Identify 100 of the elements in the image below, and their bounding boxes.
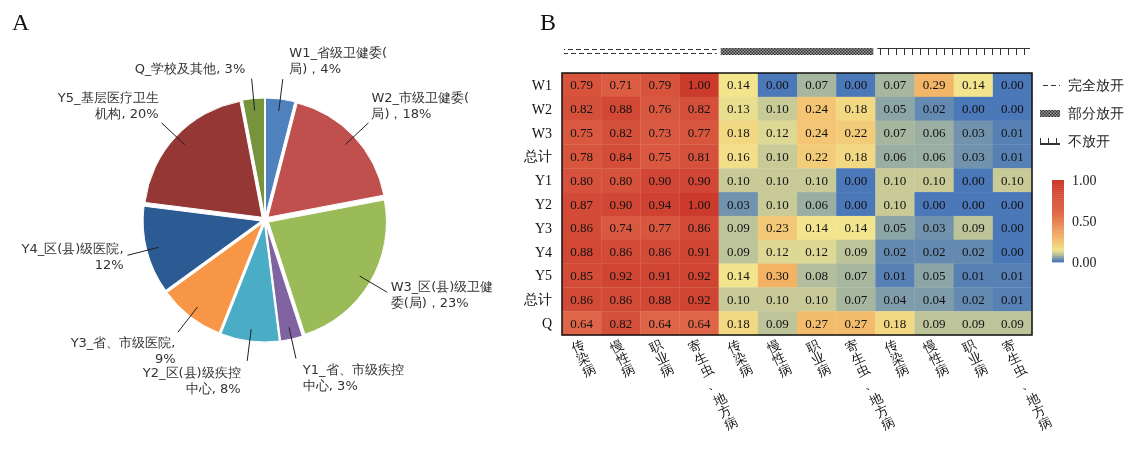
data-label: 0.12 [766,125,789,141]
data-label: 0.84 [609,148,633,164]
color-bar-label: 0.00 [1072,255,1097,270]
data-label: 0.01 [883,267,907,283]
data-label: 0.12 [805,244,828,260]
slice-label: Y4_区(县)级医院, 12% [20,241,124,273]
data-label: 0.02 [883,244,907,260]
data-label: 0.86 [687,220,711,236]
data-label: 0.01 [1001,125,1024,141]
data-label: 0.14 [961,77,986,93]
slice-label: W3_区(县)级卫健委(局)，23% [390,279,494,311]
data-label: 0.91 [648,267,672,283]
data-label: 0.64 [687,315,711,331]
data-label: 0.10 [726,291,750,307]
data-label: 0.88 [570,244,593,260]
data-label: 0.04 [883,291,907,307]
y-tick-label: W2 [531,101,552,117]
data-label: 0.06 [883,148,907,164]
data-label: 0.09 [1001,315,1024,331]
y-tick-label: Y4 [534,244,552,260]
data-label: 0.88 [648,291,672,307]
data-label: 0.09 [726,220,750,236]
data-label: 0.09 [844,244,868,260]
data-label: 0.86 [648,244,672,260]
data-label: 0.09 [726,244,750,260]
data-label: 0.77 [648,220,672,236]
data-label: 0.30 [766,267,789,283]
data-label: 0.10 [805,172,828,188]
data-label: 0.74 [609,220,633,236]
data-label: 0.27 [844,315,868,331]
data-label: 0.00 [961,196,985,212]
data-label: 0.06 [805,196,829,212]
data-label: 0.81 [687,148,711,164]
data-label: 0.18 [844,148,868,164]
x-tick-label: 传染病 [568,336,599,381]
data-label: 0.86 [609,291,633,307]
data-label: 0.86 [570,220,594,236]
data-label: 0.29 [922,77,946,93]
slice-label: Q_学校及其他, 3% [134,60,246,76]
data-label: 0.79 [648,77,672,93]
data-label: 0.14 [726,267,751,283]
data-label: 0.73 [648,125,672,141]
data-label: 0.10 [1001,172,1024,188]
data-label: 0.01 [1001,148,1024,164]
data-label: 0.04 [922,291,946,307]
data-label: 0.03 [961,125,985,141]
data-label: 0.01 [961,267,985,283]
data-label: 0.08 [805,267,828,283]
data-label: 0.94 [648,196,672,212]
y-tick-label: Q [541,316,552,332]
data-label: 0.14 [844,220,868,236]
y-tick-label: Y5 [534,268,552,284]
slice-label: W1_省级卫健委(局)，4% [289,45,387,77]
slice-label: Y3_省、市级医院, 9% [69,335,176,367]
data-label: 0.00 [1001,244,1024,260]
data-label: 0.88 [609,101,633,117]
x-tick-label: 传染病 [882,336,912,381]
data-label: 0.75 [648,148,672,164]
data-label: 0.80 [570,172,593,188]
data-label: 0.07 [883,77,907,93]
data-label: 0.13 [726,101,750,117]
data-label: 0.03 [922,220,946,236]
chart-title: A [12,9,30,35]
data-label: 0.02 [922,101,946,117]
x-tick-label: 慢性病 [920,336,951,381]
slice-label: Y5_基层医疗卫生机构, 20% [56,90,159,122]
data-label: 0.00 [961,172,985,188]
data-label: 0.02 [922,244,946,260]
data-label: 0.07 [844,291,868,307]
data-label: 0.82 [570,101,593,117]
data-label: 0.23 [766,220,789,236]
data-label: 0.80 [609,172,633,188]
data-label: 0.18 [844,101,868,117]
data-label: 0.91 [687,244,711,260]
x-tick-label: 职业病 [647,336,677,381]
data-label: 0.05 [922,267,946,283]
y-tick-label: Y3 [534,220,552,236]
data-label: 0.09 [922,315,946,331]
x-tick-label: 传染病 [725,336,755,381]
data-label: 0.05 [883,220,907,236]
x-tick-label: 慢性病 [763,336,795,381]
data-label: 0.06 [922,148,946,164]
data-label: 0.86 [609,244,633,260]
data-label: 0.92 [687,291,711,307]
data-label: 0.00 [844,172,868,188]
data-label: 0.90 [609,196,633,212]
x-tick-label: 慢性病 [606,336,638,381]
data-label: 0.71 [609,77,633,93]
data-label: 0.82 [687,101,711,117]
color-bar-label: 1.00 [1072,173,1097,188]
data-label: 0.86 [570,291,594,307]
data-label: 0.07 [805,77,829,93]
data-label: 0.75 [570,125,593,141]
data-label: 0.00 [1001,77,1024,93]
data-label: 0.00 [1001,196,1024,212]
data-label: 0.01 [1001,291,1024,307]
data-label: 0.02 [961,244,985,260]
data-label: 0.05 [883,101,907,117]
data-label: 0.00 [1001,101,1024,117]
data-label: 0.00 [922,196,946,212]
